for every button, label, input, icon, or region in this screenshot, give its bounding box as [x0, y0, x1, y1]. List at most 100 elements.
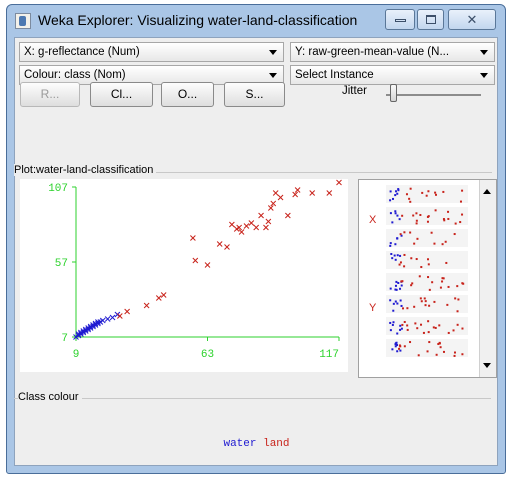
land-point[interactable]: [238, 229, 245, 235]
attribute-point-water: [396, 192, 399, 195]
land-point[interactable]: [192, 257, 199, 264]
land-point[interactable]: [243, 223, 250, 229]
attribute-point-land: [409, 187, 412, 190]
attribute-point-land: [401, 323, 404, 326]
scroll-down-icon[interactable]: [483, 363, 491, 368]
y-axis-select[interactable]: Y: raw-green-mean-value (N...: [290, 42, 495, 62]
land-point[interactable]: [224, 244, 230, 250]
open-button[interactable]: O...: [161, 82, 214, 107]
land-point[interactable]: [160, 292, 167, 298]
attribute-point-water: [396, 214, 399, 217]
attribute-point-water: [390, 253, 393, 256]
land-point[interactable]: [236, 224, 243, 231]
attribute-point-land: [437, 343, 440, 346]
attribute-point-land: [400, 280, 403, 283]
attribute-point-land: [428, 304, 431, 307]
scroll-up-icon[interactable]: [483, 189, 491, 194]
land-point[interactable]: [204, 262, 211, 268]
select-instance-select[interactable]: Select Instance: [290, 65, 495, 85]
attribute-point-water: [399, 324, 402, 327]
attribute-point-land: [434, 191, 437, 194]
attribute-point-water: [394, 258, 397, 261]
attribute-point-water: [391, 323, 394, 326]
land-point[interactable]: [292, 191, 299, 198]
save-button[interactable]: S...: [224, 82, 285, 107]
title-bar[interactable]: Weka Explorer: Visualizing water-land-cl…: [7, 5, 505, 37]
attribute-point-water: [397, 189, 400, 192]
reset-button[interactable]: R...: [20, 82, 80, 107]
attribute-point-land: [427, 263, 430, 266]
water-point[interactable]: [95, 319, 101, 325]
land-point[interactable]: [253, 224, 260, 231]
land-point[interactable]: [216, 241, 223, 247]
water-point[interactable]: [109, 314, 116, 321]
land-point[interactable]: [248, 220, 255, 226]
jitter-slider-thumb[interactable]: [390, 84, 397, 102]
close-button[interactable]: ✕: [448, 9, 496, 30]
attribute-point-land: [454, 222, 457, 225]
land-point[interactable]: [336, 179, 342, 186]
minimize-button[interactable]: [385, 9, 415, 30]
attribute-point-land: [456, 323, 459, 326]
water-point[interactable]: [99, 317, 106, 324]
attribute-point-land: [420, 266, 423, 269]
attribute-point-water: [396, 350, 399, 353]
land-point[interactable]: [228, 221, 235, 228]
land-point[interactable]: [270, 200, 277, 207]
land-point[interactable]: [267, 205, 274, 211]
attribute-point-land: [459, 200, 462, 203]
jitter-slider-track[interactable]: [386, 94, 481, 96]
colour-select[interactable]: Colour: class (Nom): [19, 65, 284, 85]
attribute-scrollbar[interactable]: [479, 180, 496, 377]
land-point[interactable]: [124, 308, 130, 315]
class-legend-land[interactable]: land: [263, 438, 290, 450]
clear-button[interactable]: Cl...: [90, 82, 153, 107]
land-point[interactable]: [116, 313, 123, 319]
attribute-point-water: [389, 242, 392, 245]
attribute-bar[interactable]: [386, 339, 468, 357]
land-point[interactable]: [265, 218, 272, 225]
attribute-bar[interactable]: [386, 317, 468, 335]
land-point[interactable]: [309, 190, 316, 196]
attribute-bar[interactable]: [386, 185, 468, 203]
scatter-plot[interactable]: 9 63 117 7 57 107: [20, 179, 348, 372]
attribute-point-water: [396, 254, 399, 257]
attribute-bars[interactable]: XY: [359, 180, 479, 378]
land-point[interactable]: [190, 235, 196, 241]
land-point[interactable]: [263, 224, 269, 231]
attribute-point-land: [427, 258, 430, 261]
attribute-point-land: [414, 322, 417, 325]
class-legend-water[interactable]: water: [223, 438, 257, 450]
axis-marker-label: Y: [369, 302, 377, 314]
land-point[interactable]: [326, 190, 333, 196]
land-point[interactable]: [155, 295, 162, 301]
weka-app-icon[interactable]: [15, 13, 31, 29]
attribute-point-land: [427, 331, 430, 334]
land-point[interactable]: [294, 187, 301, 193]
water-point[interactable]: [104, 316, 111, 322]
land-point[interactable]: [143, 302, 150, 309]
attribute-point-land: [415, 258, 418, 261]
attribute-point-land: [406, 307, 409, 310]
attribute-point-land: [432, 326, 435, 329]
attribute-point-water: [394, 300, 397, 303]
attribute-point-land: [461, 327, 464, 330]
attribute-bar[interactable]: [386, 251, 468, 269]
attribute-point-land: [410, 284, 413, 287]
attribute-bar[interactable]: [386, 229, 468, 247]
land-point[interactable]: [285, 212, 291, 219]
attribute-point-water: [400, 234, 403, 237]
land-point[interactable]: [272, 190, 279, 196]
attribute-point-water: [396, 332, 399, 335]
attribute-point-land: [406, 328, 409, 331]
land-point[interactable]: [277, 194, 284, 201]
land-point[interactable]: [258, 212, 264, 219]
maximize-button[interactable]: [417, 9, 444, 30]
dropdown-arrow-icon: [480, 50, 488, 55]
attribute-bar[interactable]: [386, 273, 468, 291]
attribute-point-land: [453, 351, 456, 354]
attribute-point-land: [441, 243, 444, 246]
attribute-point-water: [399, 299, 402, 302]
x-axis-select[interactable]: X: g-reflectance (Num): [19, 42, 284, 62]
